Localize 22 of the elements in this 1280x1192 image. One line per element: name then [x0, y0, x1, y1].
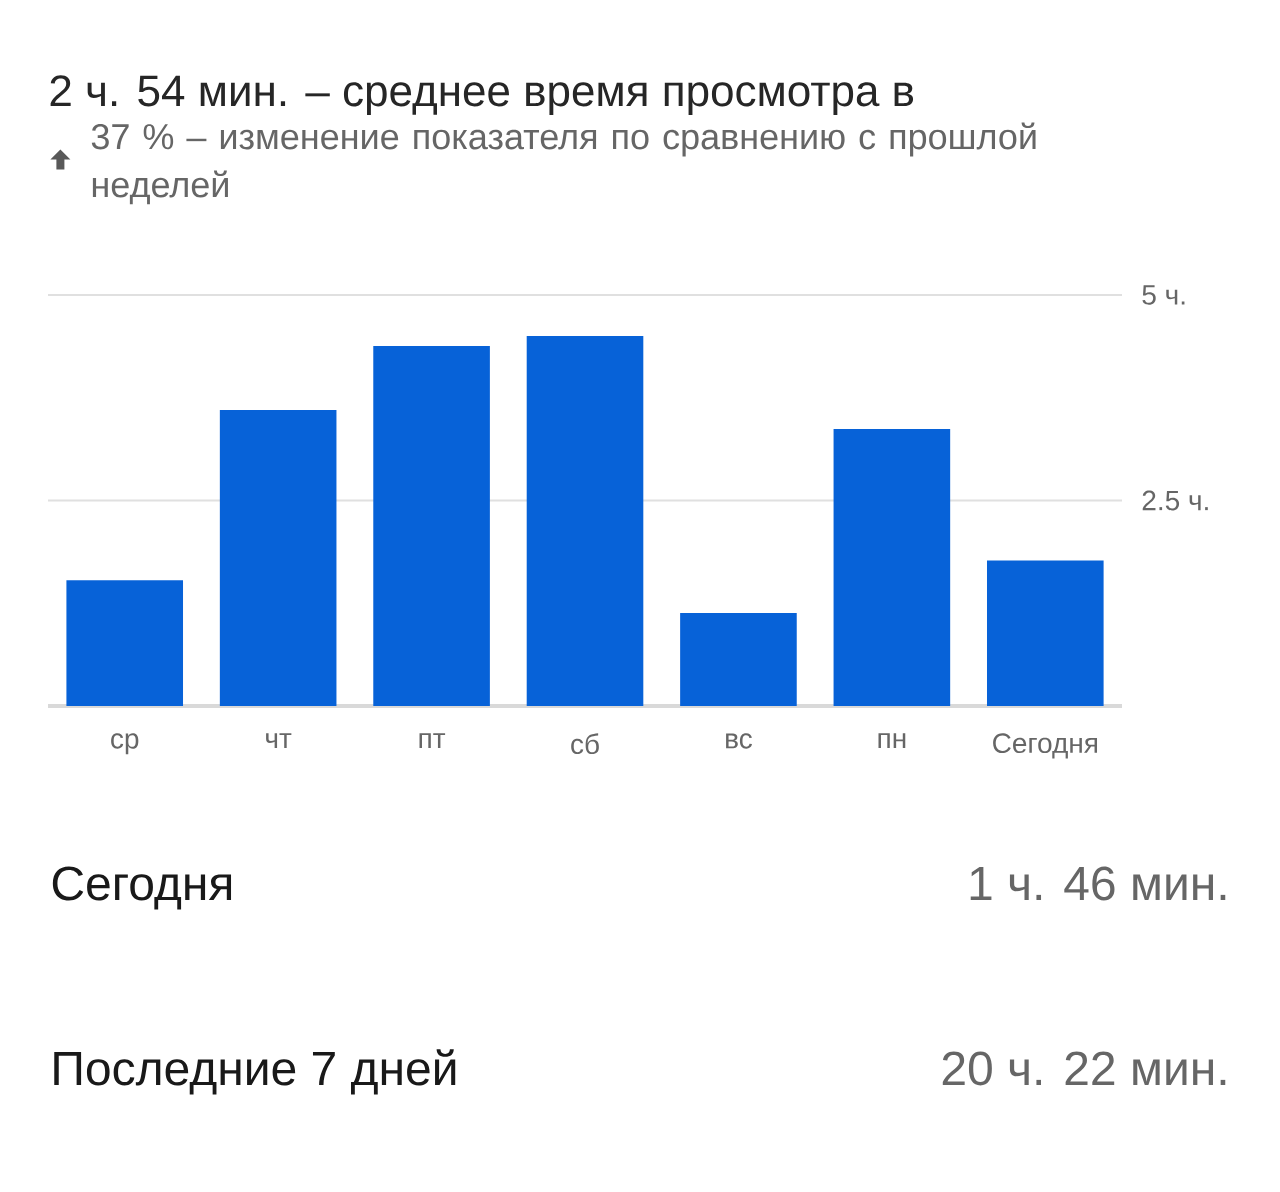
x-tick-label: пн [878, 733, 906, 749]
text: Сегодня [52, 866, 232, 910]
y-tick-label: 5 ч. [1142, 285, 1185, 305]
x-tick-label: ср [111, 733, 139, 755]
bar [66, 580, 184, 706]
x-tick-label: пт [419, 733, 446, 749]
bar [526, 336, 644, 706]
bar [986, 560, 1104, 706]
x-tick-label: сб [571, 733, 599, 755]
bar [680, 613, 797, 706]
chart-title: 2 ч. 54 мин. – среднее время просмотра в [50, 75, 914, 116]
x-tick-label: чт [266, 733, 292, 749]
text: 1 ч. 46 мин. [970, 866, 1226, 901]
chart-subtitle: 37 % – изменение показателя по сравнению с прошлой неделей [91, 122, 1036, 205]
text: Последние 7 дней [54, 1049, 456, 1095]
bar [833, 428, 951, 706]
x-tick-label: Сегодня [993, 733, 1098, 759]
x-tick-label: вс [726, 733, 752, 749]
text: 20 ч. 22 мин. [942, 1051, 1226, 1086]
bar [373, 345, 490, 706]
y-tick-label: 2.5 ч. [1142, 490, 1208, 511]
bar [219, 410, 337, 706]
